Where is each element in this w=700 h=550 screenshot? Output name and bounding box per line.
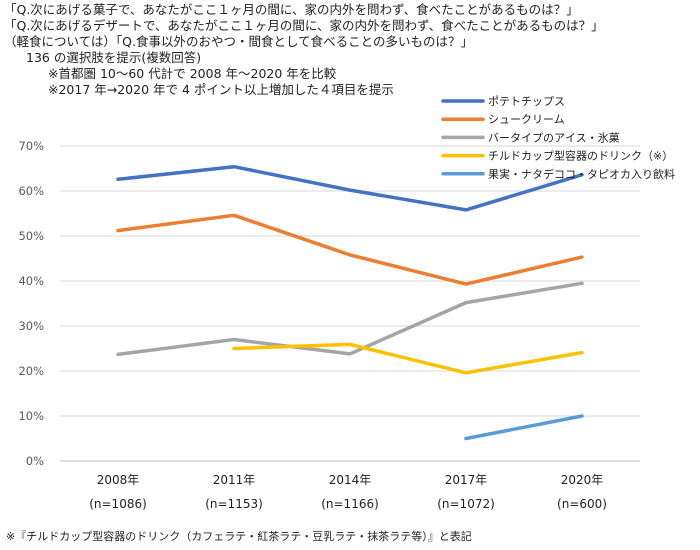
y-tick-label: 30% — [18, 319, 44, 333]
legend-label: ポテトチップス — [488, 95, 565, 108]
question-1: 「Q.次にあげる菓子で、あなたがここ１ヶ月の間に、家の内外を問わず、食べたことが… — [4, 2, 579, 17]
y-tick-label: 0% — [26, 454, 44, 468]
series-line-3 — [116, 281, 584, 357]
legend-label: バータイプのアイス・氷菓 — [488, 131, 620, 144]
footnote: ※『チルドカップ型容器のドリンク（カフェラテ・紅茶ラテ・豆乳ラテ・抹茶ラテ等）』… — [6, 530, 472, 543]
series-line-5 — [464, 414, 584, 441]
x-axis-ticks: 2008年 (n=1086) 2011年 (n=1153) 2014年 (n=1166) 2… — [89, 473, 607, 511]
x-tick-sublabel: (n=1072) — [437, 497, 495, 511]
y-axis-ticks: 0% 10% 20% 30% 40% 50% 60% 70% — [18, 139, 44, 468]
series-lines — [116, 164, 584, 441]
y-tick-label: 20% — [18, 364, 44, 378]
x-tick-label: 2020年 — [561, 473, 604, 487]
x-tick-sublabel: (n=1166) — [321, 497, 379, 511]
x-tick-sublabel: (n=600) — [557, 497, 607, 511]
y-tick-label: 50% — [18, 229, 44, 243]
grid-lines — [60, 145, 640, 462]
note-choices: 136 の選択肢を提示(複数回答) — [26, 50, 202, 65]
x-tick-label: 2017年 — [445, 473, 488, 487]
x-tick-sublabel: (n=1086) — [89, 497, 147, 511]
question-2: 「Q.次にあげるデザートで、あなたがここ１ヶ月の間に、家の内外を問わず、食べたこ… — [4, 18, 604, 33]
chart-header: 「Q.次にあげる菓子で、あなたがここ１ヶ月の間に、家の内外を問わず、食べたことが… — [4, 2, 696, 98]
legend-label: チルドカップ型容器のドリンク（※） — [488, 149, 673, 163]
legend-label: シュークリーム — [488, 113, 565, 126]
y-tick-label: 60% — [18, 184, 44, 198]
legend-label: 果実・ナタデココ・タピオカ入り飲料 — [488, 167, 675, 181]
series-line-1 — [116, 164, 584, 212]
question-3: （軽食については）「Q.食事以外のおやつ・間食として食べることの多いものは？」 — [4, 34, 473, 49]
note-scope: ※首都圏 10～60 代計で 2008 年～2020 年を比較 — [48, 66, 337, 81]
y-tick-label: 70% — [18, 139, 44, 153]
series-line-2 — [116, 213, 584, 286]
x-tick-label: 2014年 — [329, 473, 372, 487]
x-tick-label: 2011年 — [213, 473, 256, 487]
legend: ポテトチップスシュークリームバータイプのアイス・氷菓チルドカップ型容器のドリンク… — [441, 95, 675, 181]
y-tick-label: 10% — [18, 409, 44, 423]
x-tick-sublabel: (n=1153) — [205, 497, 263, 511]
x-tick-label: 2008年 — [97, 473, 140, 487]
note-selection: ※2017 年→2020 年で 4 ポイント以上増加した４項目を提示 — [48, 82, 394, 97]
y-tick-label: 40% — [18, 274, 44, 288]
series-line-4 — [232, 342, 584, 375]
